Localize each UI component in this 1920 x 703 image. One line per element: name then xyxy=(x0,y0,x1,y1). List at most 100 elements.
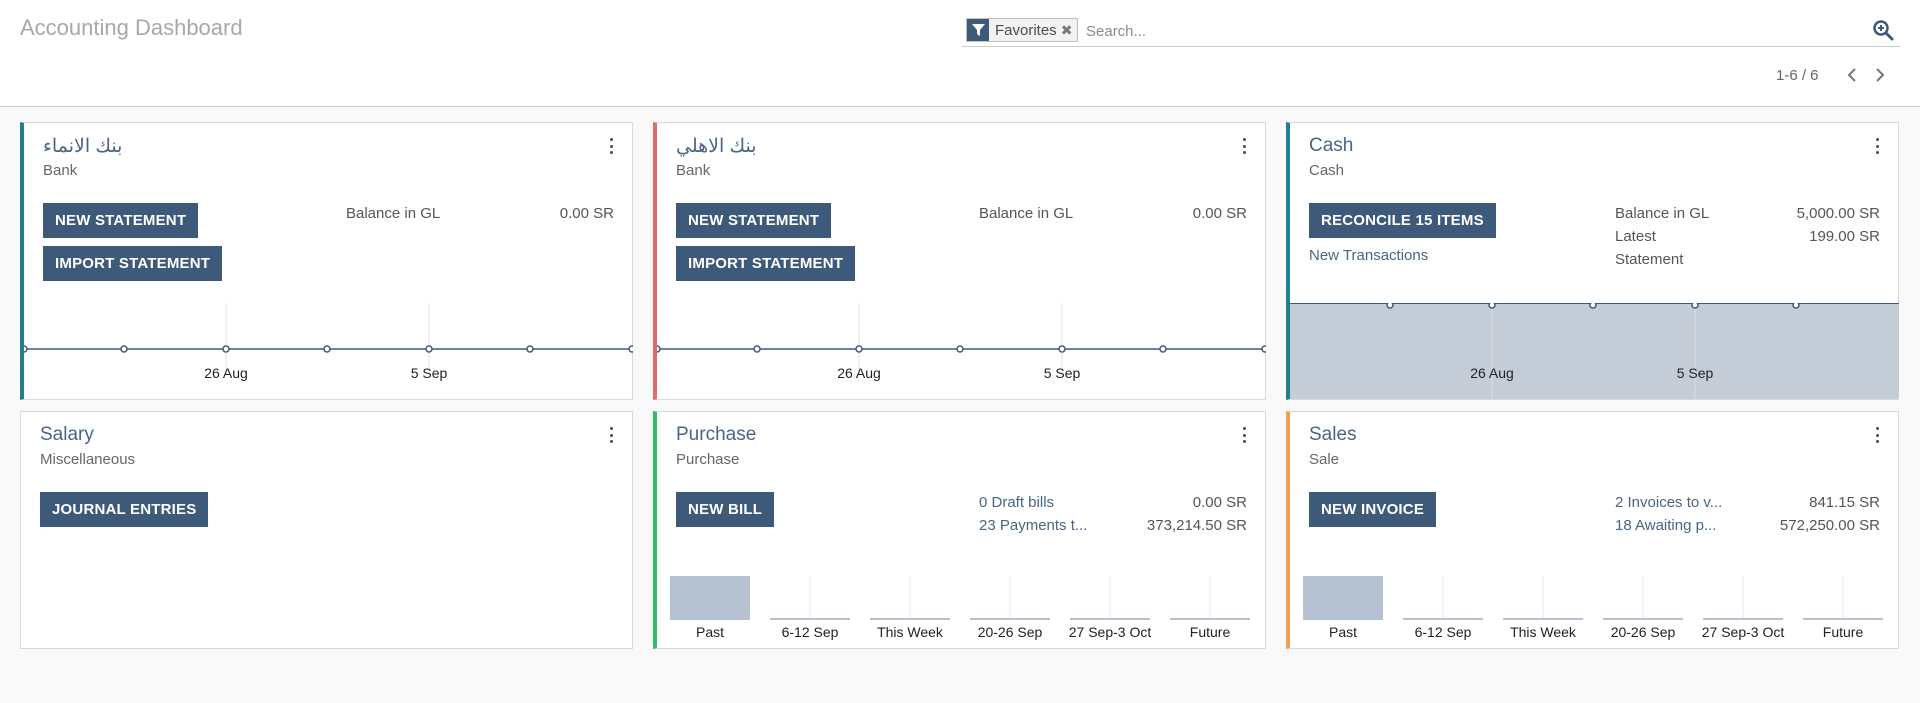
journal-type: Bank xyxy=(43,162,78,179)
bar-label: This Week xyxy=(1510,624,1577,640)
journal-card-bank-alahli: بنك الاهلي Bank NEW STATEMENT IMPORT STA… xyxy=(653,122,1266,400)
card-menu-icon[interactable] xyxy=(606,425,616,445)
journal-title[interactable]: Salary xyxy=(40,424,94,445)
journal-title[interactable]: بنك الانماء xyxy=(43,136,123,157)
pager: 1-6 / 6 xyxy=(1776,64,1891,86)
balance-gl-value: 0.00 SR xyxy=(1192,205,1247,222)
journal-type: Bank xyxy=(676,162,711,179)
axis-tick-label: 5 Sep xyxy=(411,365,448,381)
card-menu-icon[interactable] xyxy=(606,136,616,156)
invoices-to-validate-link[interactable]: 2 Invoices to v... xyxy=(1615,494,1723,511)
bar xyxy=(1403,618,1483,620)
bar-label: 27 Sep-3 Oct xyxy=(1702,624,1785,640)
axis-tick-label: 26 Aug xyxy=(204,365,248,381)
reconcile-items-button[interactable]: RECONCILE 15 ITEMS xyxy=(1309,203,1496,238)
balance-gl-label: Balance in GL xyxy=(346,205,441,222)
import-statement-button[interactable]: IMPORT STATEMENT xyxy=(676,246,856,281)
bar xyxy=(1803,618,1883,620)
new-invoice-button[interactable]: NEW INVOICE xyxy=(1309,492,1437,527)
latest-statement-label-2: Statement xyxy=(1615,251,1684,268)
journal-card-salary: Salary Miscellaneous JOURNAL ENTRIES xyxy=(20,411,633,649)
bar xyxy=(1603,618,1683,620)
bar-past xyxy=(1303,576,1383,620)
facet-label: Favorites xyxy=(995,21,1057,39)
new-statement-button[interactable]: NEW STATEMENT xyxy=(676,203,832,238)
axis-tick-label: 5 Sep xyxy=(1044,365,1081,381)
new-statement-button[interactable]: NEW STATEMENT xyxy=(43,203,199,238)
draft-bills-link[interactable]: 0 Draft bills xyxy=(979,494,1055,511)
draft-bills-value: 0.00 SR xyxy=(1192,494,1247,511)
journal-type: Miscellaneous xyxy=(40,451,136,468)
journal-card-cash: Cash Cash RECONCILE 15 ITEMS New Transac… xyxy=(1286,122,1899,400)
search-zoom-icon[interactable] xyxy=(1872,19,1896,43)
journal-type: Cash xyxy=(1309,162,1345,179)
import-statement-button[interactable]: IMPORT STATEMENT xyxy=(43,246,223,281)
awaiting-payment-value: 572,250.00 SR xyxy=(1779,517,1880,534)
bar-label: 6-12 Sep xyxy=(782,624,839,640)
journal-title[interactable]: Purchase xyxy=(676,424,757,445)
chevron-left-icon xyxy=(1847,68,1856,82)
bar-label: Past xyxy=(1329,624,1357,640)
bar xyxy=(770,618,850,620)
sales-bar-graph: Past 6-12 Sep This Week 20-26 Sep 27 Sep… xyxy=(1290,576,1898,648)
pager-value[interactable]: 1-6 / 6 xyxy=(1776,66,1819,84)
bar-label: This Week xyxy=(877,624,944,640)
balance-gl-label: Balance in GL xyxy=(979,205,1074,222)
bank-balance-line-graph: 26 Aug 5 Sep xyxy=(657,303,1266,399)
journal-title[interactable]: Cash xyxy=(1309,135,1354,156)
bar xyxy=(1170,618,1250,620)
bar-label: 20-26 Sep xyxy=(978,624,1043,640)
journal-type: Sale xyxy=(1309,451,1340,468)
new-bill-button[interactable]: NEW BILL xyxy=(676,492,775,527)
cash-balance-area-graph: 26 Aug 5 Sep xyxy=(1290,303,1899,399)
bar xyxy=(1703,618,1783,620)
awaiting-payment-link[interactable]: 18 Awaiting p... xyxy=(1615,517,1717,534)
bar-label: 6-12 Sep xyxy=(1415,624,1472,640)
facet-remove-icon[interactable]: ✖ xyxy=(1060,21,1073,38)
latest-statement-value: 199.00 SR xyxy=(1809,228,1880,245)
bank-balance-line-graph: 26 Aug 5 Sep xyxy=(24,303,633,399)
bar-label: Past xyxy=(696,624,724,640)
search-bar: Favorites ✖ xyxy=(962,16,1900,47)
search-facet-favorites[interactable]: Favorites ✖ xyxy=(966,18,1079,42)
bar xyxy=(870,618,950,620)
control-panel: Accounting Dashboard Favorites ✖ 1-6 / 6 xyxy=(0,0,1920,107)
bar xyxy=(1503,618,1583,620)
search-input[interactable] xyxy=(1086,18,1846,44)
card-menu-icon[interactable] xyxy=(1239,136,1249,156)
bar-label: Future xyxy=(1823,624,1864,640)
page-title: Accounting Dashboard xyxy=(20,15,243,40)
bar xyxy=(1070,618,1150,620)
journal-entries-button[interactable]: JOURNAL ENTRIES xyxy=(40,492,209,527)
bar-label: 27 Sep-3 Oct xyxy=(1069,624,1152,640)
journal-card-purchase: Purchase Purchase NEW BILL 0 Draft bills… xyxy=(653,411,1266,649)
card-menu-icon[interactable] xyxy=(1872,136,1882,156)
journal-card-sales: Sales Sale NEW INVOICE 2 Invoices to v..… xyxy=(1286,411,1899,649)
card-menu-icon[interactable] xyxy=(1239,425,1249,445)
bar-label: 20-26 Sep xyxy=(1611,624,1676,640)
journal-title[interactable]: Sales xyxy=(1309,424,1357,445)
card-menu-icon[interactable] xyxy=(1872,425,1882,445)
pager-previous-button[interactable] xyxy=(1841,64,1863,86)
bar-label: Future xyxy=(1190,624,1231,640)
journal-title[interactable]: بنك الاهلي xyxy=(676,136,757,157)
journal-type: Purchase xyxy=(676,451,740,468)
axis-tick-label: 26 Aug xyxy=(837,365,881,381)
axis-tick-label: 26 Aug xyxy=(1470,365,1514,381)
payments-due-link[interactable]: 23 Payments t... xyxy=(979,517,1088,534)
balance-gl-value: 0.00 SR xyxy=(559,205,614,222)
chevron-right-icon xyxy=(1875,68,1884,82)
invoices-to-validate-value: 841.15 SR xyxy=(1809,494,1880,511)
bar-past xyxy=(670,576,750,620)
journal-card-bank-alinma: بنك الانماء Bank NEW STATEMENT IMPORT ST… xyxy=(20,122,633,400)
balance-gl-value: 5,000.00 SR xyxy=(1796,205,1880,222)
latest-statement-label: Latest xyxy=(1615,228,1656,245)
filter-icon xyxy=(967,19,989,41)
axis-tick-label: 5 Sep xyxy=(1677,365,1714,381)
balance-gl-label: Balance in GL xyxy=(1615,205,1710,222)
pager-next-button[interactable] xyxy=(1869,64,1891,86)
payments-due-value: 373,214.50 SR xyxy=(1146,517,1247,534)
new-transactions-link[interactable]: New Transactions xyxy=(1309,247,1429,264)
bar xyxy=(970,618,1050,620)
purchase-bar-graph: Past 6-12 Sep This Week 20-26 Sep 27 Sep… xyxy=(657,576,1265,648)
